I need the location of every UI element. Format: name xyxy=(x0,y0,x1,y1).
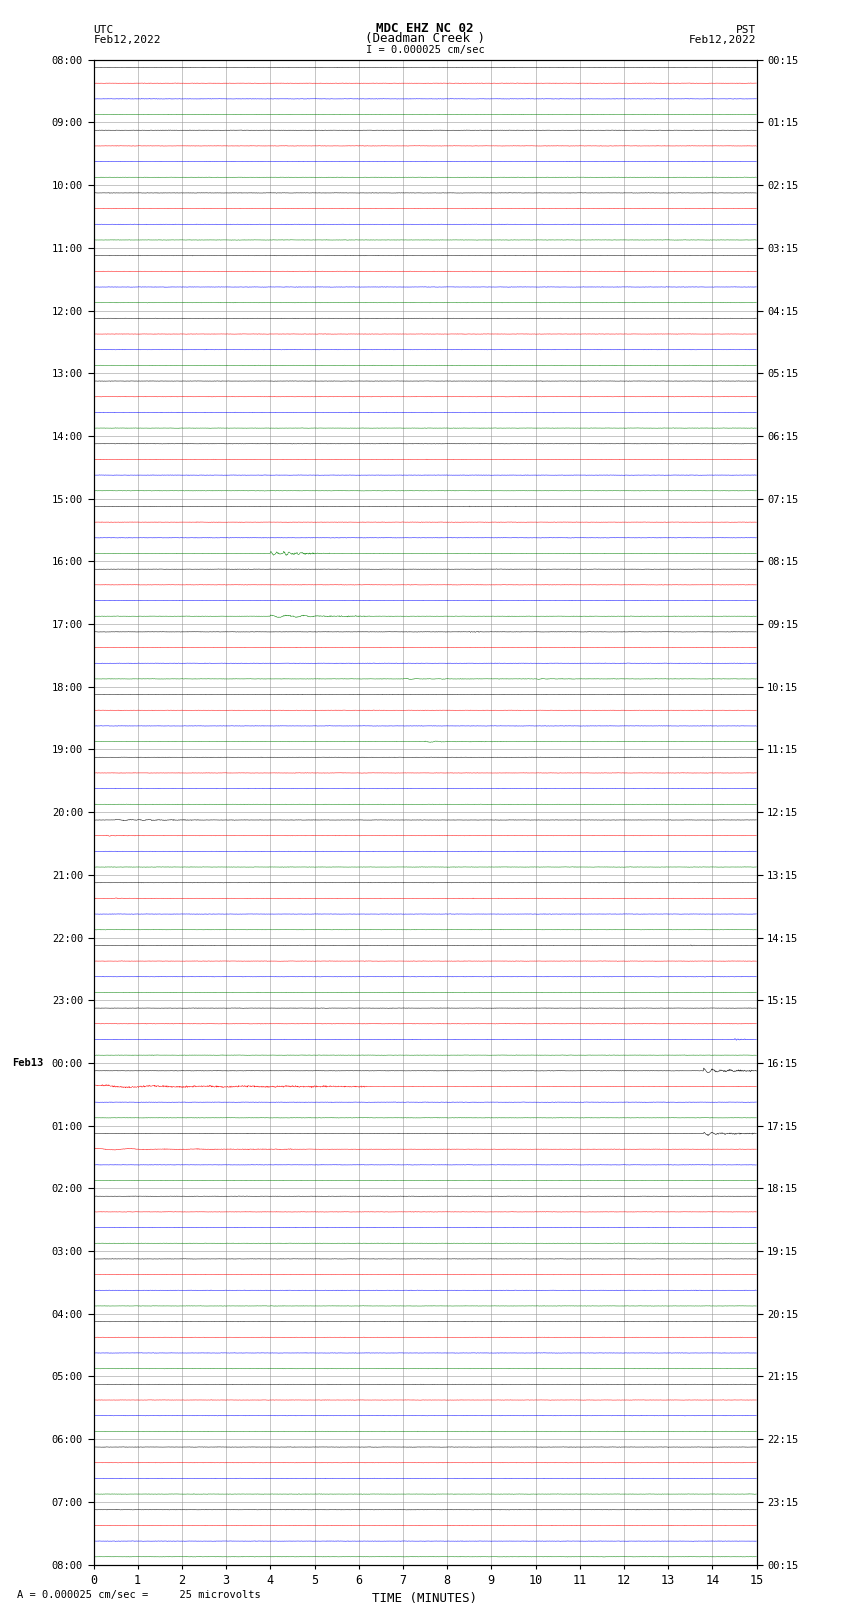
Text: Feb13: Feb13 xyxy=(13,1058,44,1068)
X-axis label: TIME (MINUTES): TIME (MINUTES) xyxy=(372,1592,478,1605)
Text: Feb12,2022: Feb12,2022 xyxy=(689,35,756,45)
Text: A = 0.000025 cm/sec =     25 microvolts: A = 0.000025 cm/sec = 25 microvolts xyxy=(17,1590,261,1600)
Text: (Deadman Creek ): (Deadman Creek ) xyxy=(365,32,485,45)
Text: Feb12,2022: Feb12,2022 xyxy=(94,35,161,45)
Text: PST: PST xyxy=(736,26,756,35)
Text: MDC EHZ NC 02: MDC EHZ NC 02 xyxy=(377,23,473,35)
Text: UTC: UTC xyxy=(94,26,114,35)
Text: I = 0.000025 cm/sec: I = 0.000025 cm/sec xyxy=(366,45,484,55)
